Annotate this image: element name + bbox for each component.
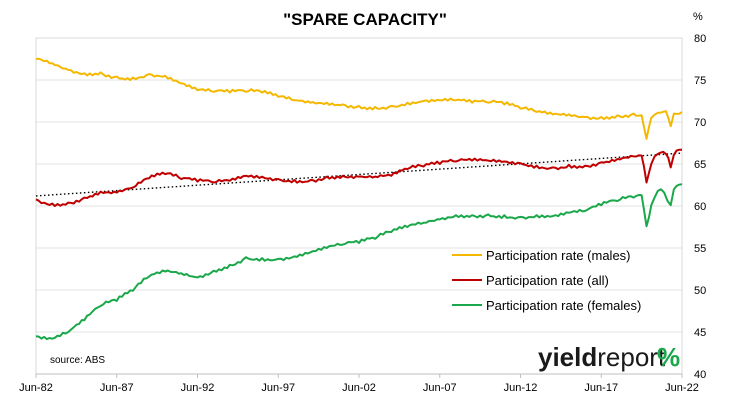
x-tick-label: Jun-82 (19, 382, 53, 394)
y-tick-label: 80 (694, 33, 706, 45)
legend-label: Participation rate (males) (486, 248, 631, 263)
source-note: source: ABS (50, 355, 105, 366)
x-tick-label: Jun-02 (342, 382, 376, 394)
x-tick-labels: Jun-82 Jun-87 Jun-92 Jun-97 Jun-02 Jun-07 Jun-… (19, 374, 699, 394)
svg-text:yieldreport: yieldreport (538, 342, 666, 372)
chart-title: "SPARE CAPACITY" (283, 10, 447, 29)
y-unit-label: % (693, 11, 703, 23)
brand-word-regular: report (597, 342, 666, 372)
y-tick-label: 60 (694, 201, 706, 213)
y-tick-label: 65 (694, 159, 706, 171)
legend-label: Participation rate (females) (486, 298, 641, 313)
brand-logo: yieldreport % (538, 342, 680, 372)
trendline-layer (35, 152, 683, 197)
y-tick-labels: 80 75 70 65 60 55 50 45 40 (694, 33, 706, 381)
x-tick-label: Jun-87 (100, 382, 134, 394)
x-tick-label: Jun-07 (423, 382, 457, 394)
series-layer (35, 57, 683, 341)
y-tick-label: 75 (694, 75, 706, 87)
y-tick-label: 50 (694, 285, 706, 297)
x-tick-label: Jun-92 (181, 382, 215, 394)
y-tick-label: 45 (694, 327, 706, 339)
y-tick-label: 70 (694, 117, 706, 129)
y-tick-label: 55 (694, 243, 706, 255)
legend-label: Participation rate (all) (486, 273, 609, 288)
brand-word-bold: yield (538, 342, 597, 372)
y-tick-label: 40 (694, 369, 706, 381)
series-line-2 (35, 148, 682, 208)
trendline (35, 152, 683, 197)
x-tick-label: Jun-12 (504, 382, 538, 394)
x-tick-label: Jun-22 (665, 382, 699, 394)
x-tick-label: Jun-97 (261, 382, 295, 394)
x-tick-label: Jun-17 (584, 382, 618, 394)
series-line-3 (35, 183, 683, 341)
brand-percent-icon: % (657, 342, 680, 372)
legend: Participation rate (males) Participation … (452, 248, 641, 313)
series-line-1 (35, 57, 683, 140)
